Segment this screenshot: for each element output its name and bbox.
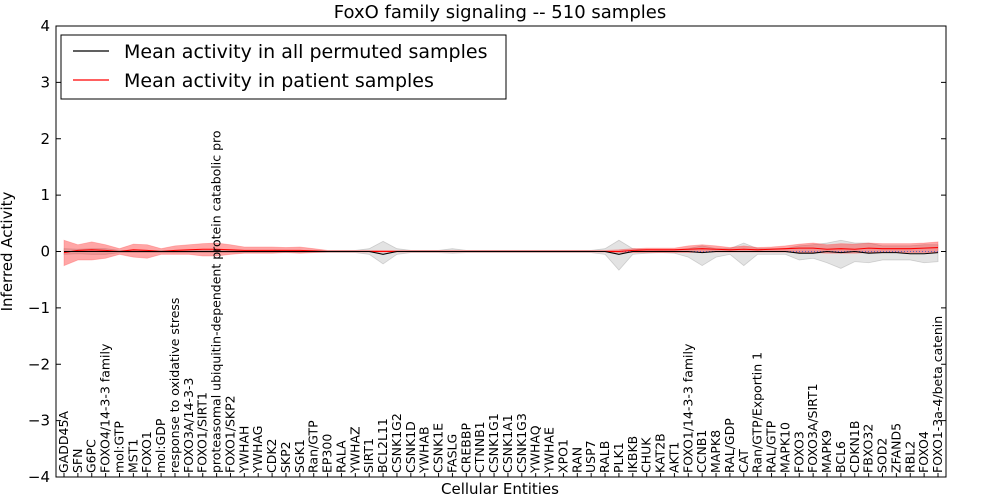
category-label: CREBBP bbox=[458, 423, 473, 473]
category-label: CAT bbox=[736, 449, 751, 473]
category-label: FOXO4/14-3-3 family bbox=[98, 343, 113, 473]
category-label: CCNB1 bbox=[694, 430, 709, 473]
category-label: CHUK bbox=[639, 437, 654, 473]
category-label: FOXO1 bbox=[139, 431, 154, 473]
category-label: FOXO3 bbox=[791, 431, 806, 473]
category-label: BCL6 bbox=[833, 441, 848, 473]
category-label: RALA bbox=[333, 440, 348, 473]
category-label: proteasomal ubiquitin-dependent protein … bbox=[209, 130, 224, 473]
category-label: MAPK9 bbox=[819, 430, 834, 473]
y-tick-label: −3 bbox=[28, 412, 50, 430]
category-label: USP7 bbox=[583, 440, 598, 473]
category-label: MST1 bbox=[125, 439, 140, 473]
category-label: SKP2 bbox=[278, 441, 293, 473]
category-label: mol:GTP bbox=[111, 421, 126, 473]
category-label: FOXO4 bbox=[916, 431, 931, 473]
series-line-permuted bbox=[64, 250, 939, 255]
category-label: CSNK1E bbox=[431, 423, 446, 473]
category-label: ZFAND5 bbox=[888, 423, 903, 473]
legend-label-permuted: Mean activity in all permuted samples bbox=[124, 41, 487, 63]
x-axis-title: Cellular Entities bbox=[441, 480, 559, 498]
category-label: Ran/GTP/Exportin 1 bbox=[750, 352, 765, 473]
y-axis-title: Inferred Activity bbox=[0, 191, 16, 311]
category-label: YWHAE bbox=[542, 427, 557, 474]
series-lines bbox=[63, 247, 939, 255]
plot-area-frame bbox=[55, 25, 947, 478]
category-label: CSNK1G2 bbox=[389, 413, 404, 473]
category-label: KAT2B bbox=[653, 433, 668, 473]
category-label: EP300 bbox=[320, 434, 335, 473]
category-label: YWHAZ bbox=[347, 426, 362, 474]
legend: Mean activity in all permuted samples Me… bbox=[60, 34, 507, 100]
y-tick-label: −2 bbox=[28, 355, 50, 373]
category-label: CSNK1A1 bbox=[500, 414, 515, 473]
category-label: RAL/GTP bbox=[764, 420, 779, 473]
category-label: FOXO1/SKP2 bbox=[222, 395, 237, 473]
y-tick-label: 2 bbox=[40, 130, 50, 148]
category-label: MAPK8 bbox=[708, 430, 723, 473]
y-axis-ticks: −4 −3 −2 −1 0 1 2 3 4 bbox=[28, 17, 946, 486]
category-label: CDKN1B bbox=[847, 421, 862, 473]
category-label: FOXO1/SIRT1 bbox=[195, 392, 210, 473]
category-label: IKBKB bbox=[625, 436, 640, 473]
category-label: FOXO1/14-3-3 family bbox=[680, 343, 695, 473]
category-label: SOD2 bbox=[875, 438, 890, 473]
category-label: YWHAB bbox=[417, 426, 432, 474]
category-label: FOXO3A/14-3-3 bbox=[181, 378, 196, 473]
category-label: YWHAH bbox=[236, 426, 251, 474]
y-tick-label: −1 bbox=[28, 299, 50, 317]
category-label: mol:GDP bbox=[153, 418, 168, 473]
category-label: CSNK1G1 bbox=[486, 413, 501, 473]
category-label: AKT1 bbox=[666, 442, 681, 473]
legend-box bbox=[60, 34, 507, 100]
category-label: SGK1 bbox=[292, 439, 307, 473]
category-label: FOXO3A/SIRT1 bbox=[805, 383, 820, 473]
category-label: CDK2 bbox=[264, 438, 279, 473]
category-label: FASLG bbox=[444, 434, 459, 473]
category-label: response to oxidative stress bbox=[167, 298, 182, 473]
category-label: RAL/GDP bbox=[722, 418, 737, 473]
y-tick-label: −4 bbox=[28, 468, 50, 486]
category-label: RBL2 bbox=[902, 441, 917, 473]
category-label: CTNNB1 bbox=[472, 421, 487, 473]
category-label: MAPK10 bbox=[777, 422, 792, 473]
category-label: YWHAQ bbox=[528, 425, 543, 474]
category-label: CSNK1D bbox=[403, 421, 418, 473]
category-label: BCL2L11 bbox=[375, 418, 390, 473]
category-label: Ran/GTP bbox=[306, 420, 321, 473]
category-label: CSNK1G3 bbox=[514, 413, 529, 473]
category-label: XPO1 bbox=[555, 439, 570, 473]
y-tick-label: 1 bbox=[40, 186, 50, 204]
category-label: PLK1 bbox=[611, 442, 626, 473]
legend-label-patient: Mean activity in patient samples bbox=[124, 70, 434, 92]
category-label: YWHAG bbox=[250, 426, 265, 474]
category-label: SFN bbox=[70, 449, 85, 473]
category-label: RALB bbox=[597, 441, 612, 473]
category-label: FOXO1-3a-4/beta catenin bbox=[930, 316, 945, 473]
category-label: RAN bbox=[569, 447, 584, 473]
category-label: GADD45A bbox=[56, 411, 71, 473]
band-permuted bbox=[63, 239, 939, 271]
category-label: G6PC bbox=[84, 439, 99, 473]
y-tick-label: 0 bbox=[40, 243, 50, 261]
category-label: FBXO32 bbox=[861, 424, 876, 473]
chart-title: FoxO family signaling -- 510 samples bbox=[334, 2, 666, 23]
y-tick-label: 3 bbox=[40, 73, 50, 91]
y-tick-label: 4 bbox=[40, 17, 50, 35]
category-label: SIRT1 bbox=[361, 438, 376, 473]
